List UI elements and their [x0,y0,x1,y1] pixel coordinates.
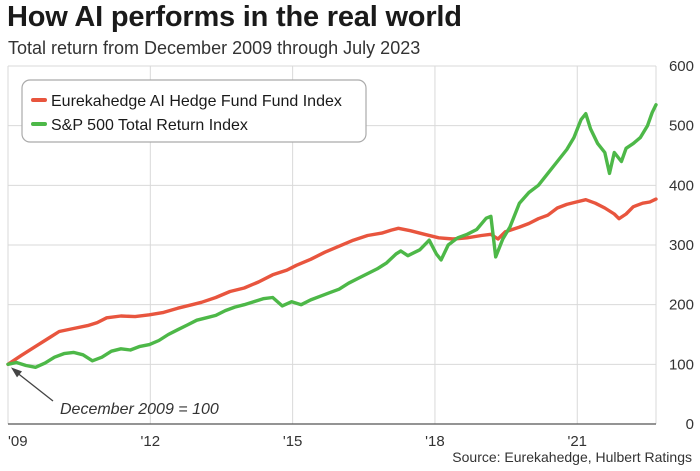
chart-title: How AI performs in the real world [7,1,462,33]
annotation-arrow [13,369,54,402]
x-tick-label: '15 [283,433,303,450]
axes: 0 100 200 300 400 500 600 '09 '12 '15 '18 '21 [8,58,694,450]
x-tick-label: '18 [425,433,445,450]
chart-subtitle: Total return from December 2009 through … [8,38,421,58]
x-tick-label: '21 [567,433,587,450]
ai-hedge-fund-index-line [6,197,658,366]
y-tick-label: 0 [686,416,694,433]
legend: Eurekahedge AI Hedge Fund Fund Index S&P … [21,79,367,143]
source-note: Source: Eurekahedge, Hulbert Ratings [452,449,692,465]
legend-label-sp500: S&P 500 Total Return Index [51,117,248,134]
legend-label-ai: Eurekahedge AI Hedge Fund Fund Index [51,93,342,110]
y-tick-label: 500 [669,118,694,135]
annotation-text: December 2009 = 100 [60,401,219,418]
grid [7,65,657,424]
y-tick-label: 600 [669,58,694,75]
y-tick-label: 400 [669,177,694,194]
legend-box [21,79,367,143]
x-tick-label: '09 [8,433,28,450]
x-tick-label: '12 [141,433,161,450]
baseline-annotation: December 2009 = 100 [11,367,219,418]
y-tick-label: 300 [669,237,694,254]
sp500-total-return-line [6,103,658,369]
annotation-arrowhead [11,367,22,378]
series-lines [6,103,658,369]
y-tick-label: 200 [669,297,694,314]
y-tick-label: 100 [669,356,694,373]
